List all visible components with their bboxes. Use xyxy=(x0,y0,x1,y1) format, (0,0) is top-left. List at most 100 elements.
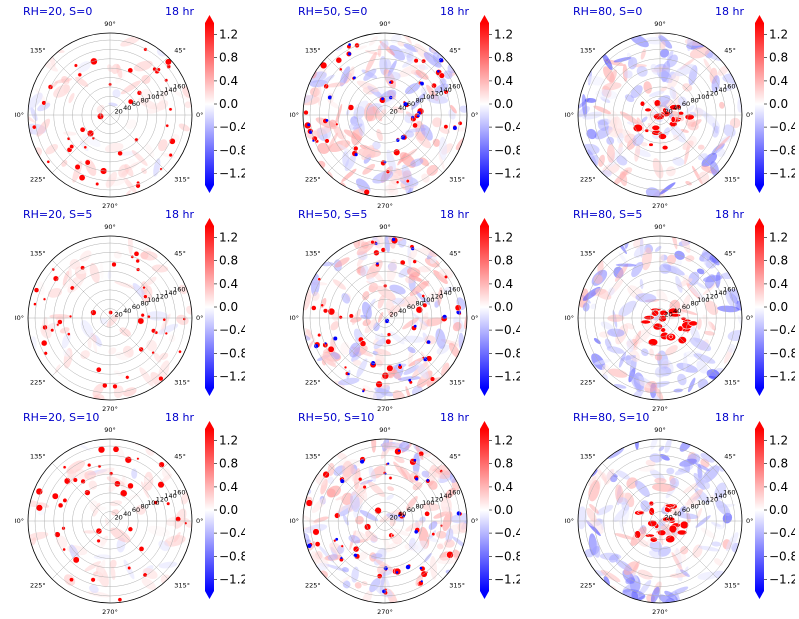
negative-cell xyxy=(398,364,401,367)
convective-cell xyxy=(69,577,74,583)
field-anomaly xyxy=(28,92,43,110)
negative-cell xyxy=(312,139,315,142)
negative-cell xyxy=(314,344,319,349)
convective-cell xyxy=(375,380,383,388)
angle-tick-label: 135° xyxy=(580,47,596,55)
convective-cell xyxy=(648,142,654,147)
negative-cell xyxy=(437,70,440,73)
field-anomaly xyxy=(682,140,694,150)
field-anomaly xyxy=(327,132,338,150)
convective-cell xyxy=(353,145,359,152)
colorbar-tick-label: 0.8 xyxy=(219,254,238,268)
colorbar-tick-label: −0.8 xyxy=(219,346,245,360)
convective-cell xyxy=(322,308,329,314)
field-anomaly xyxy=(667,72,680,90)
field-anomaly xyxy=(702,282,717,296)
radial-tick-label: 20 xyxy=(390,107,398,115)
polar-frame xyxy=(27,32,193,198)
convective-cell xyxy=(632,123,643,133)
field-anomaly xyxy=(613,383,627,389)
field-anomaly xyxy=(84,561,102,572)
angle-tick-label: 90° xyxy=(104,223,116,231)
angle-tick-label: 180° xyxy=(15,314,24,322)
negative-cell xyxy=(376,262,379,265)
field-anomaly xyxy=(402,317,420,330)
field-anomaly xyxy=(45,322,56,332)
convective-cell xyxy=(429,376,436,382)
field-anomaly xyxy=(342,460,353,478)
field-anomaly xyxy=(36,118,51,137)
field-anomaly xyxy=(84,470,97,480)
radial-tick-label: 160 xyxy=(173,488,185,496)
field-anomaly xyxy=(588,480,600,502)
negative-cell xyxy=(348,43,351,46)
angle-tick-label: 180° xyxy=(15,111,24,119)
field-anomaly xyxy=(330,321,340,331)
field-anomaly xyxy=(696,360,708,374)
field-anomaly xyxy=(452,536,467,548)
convective-cell xyxy=(643,315,655,321)
negative-cell xyxy=(381,97,385,101)
field-anomaly xyxy=(166,535,172,542)
radial-tick-label: 120 xyxy=(706,293,718,301)
field-anomaly xyxy=(405,520,424,532)
colorbar-tick-label: 0.0 xyxy=(494,503,513,517)
field-anomaly xyxy=(432,138,441,147)
radial-tick-label: 20 xyxy=(665,513,673,521)
convective-cell xyxy=(74,163,81,171)
field-anomaly xyxy=(614,533,635,540)
convective-cell xyxy=(62,547,66,552)
field-anomaly xyxy=(661,60,671,83)
angle-tick-label: 225° xyxy=(580,175,596,183)
convective-cell xyxy=(84,489,91,496)
convective-cell xyxy=(327,345,335,353)
angular-gridline xyxy=(659,259,719,319)
field-anomaly xyxy=(370,553,383,559)
angular-gridline xyxy=(384,259,444,319)
convective-cell xyxy=(334,512,341,519)
colorbar-extend-max xyxy=(205,421,214,429)
angle-tick-label: 180° xyxy=(565,111,574,119)
radial-tick-label: 20 xyxy=(115,107,123,115)
convective-cell xyxy=(348,313,354,319)
field-anomaly xyxy=(613,116,623,137)
field-anomaly xyxy=(685,255,695,262)
field-anomaly xyxy=(364,318,377,334)
field-anomaly xyxy=(356,240,375,256)
field-anomaly xyxy=(715,271,721,289)
field-anomaly xyxy=(641,116,648,123)
field-anomaly xyxy=(186,305,192,315)
angular-gridline xyxy=(601,317,661,377)
angle-tick-label: 180° xyxy=(290,517,299,525)
convective-cell xyxy=(33,302,37,306)
convective-cell xyxy=(124,456,132,464)
angle-tick-label: 90° xyxy=(379,20,391,28)
field-anomaly xyxy=(327,553,338,561)
radial-tick-label: 80 xyxy=(690,503,698,511)
field-anomaly xyxy=(146,276,157,286)
convective-cell xyxy=(412,122,418,129)
field-anomaly xyxy=(143,476,150,483)
field-anomaly xyxy=(348,123,359,131)
convective-cell xyxy=(399,259,406,266)
angle-tick-label: 180° xyxy=(565,517,574,525)
negative-cell xyxy=(353,553,358,558)
field-anomaly xyxy=(407,267,421,278)
colorbar: 1.2 0.8 0.4 0.0 −0.4 −0.8 −1.2 xyxy=(205,421,245,599)
field-anomaly xyxy=(634,143,641,162)
negative-cell xyxy=(442,314,447,319)
convective-cell xyxy=(644,128,650,133)
colorbar-tick-label: −0.8 xyxy=(494,143,520,157)
negative-cell xyxy=(359,459,365,464)
field-anomaly xyxy=(614,263,629,282)
field-anomaly xyxy=(321,356,337,368)
field-anomaly xyxy=(601,364,610,376)
field-anomaly xyxy=(332,279,346,290)
field-anomaly xyxy=(421,470,430,478)
angular-gridline xyxy=(601,114,661,174)
colorbar: 1.2 0.8 0.4 0.0 −0.4 −0.8 −1.2 xyxy=(755,421,795,599)
field-anomaly xyxy=(410,158,424,167)
field-anomaly xyxy=(640,142,648,147)
negative-cell xyxy=(382,589,386,594)
colorbar-tick-label: −1.2 xyxy=(494,572,520,586)
